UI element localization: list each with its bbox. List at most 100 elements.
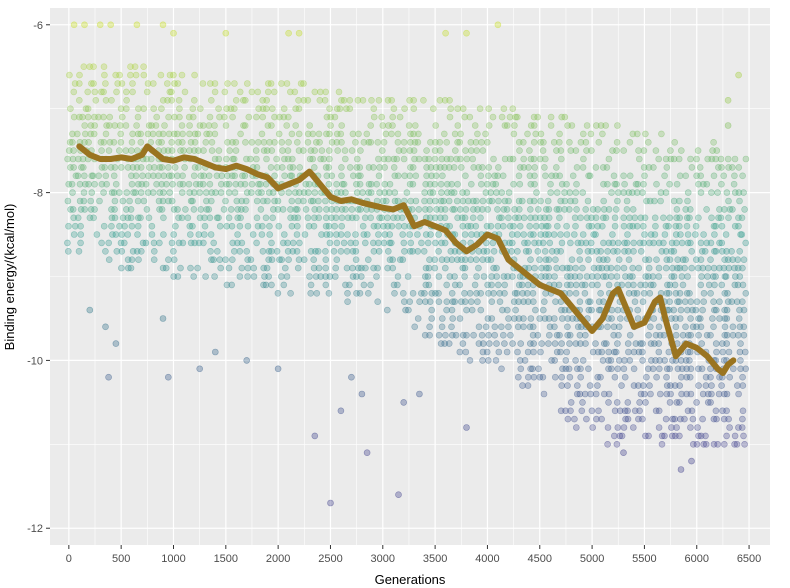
scatter-point <box>474 298 481 306</box>
scatter-point <box>523 289 531 297</box>
scatter-point <box>375 231 382 238</box>
scatter-point <box>509 340 516 347</box>
scatter-point <box>300 197 307 205</box>
scatter-point <box>595 407 602 415</box>
scatter-point <box>551 373 559 381</box>
scatter-point <box>325 147 333 154</box>
scatter-point <box>142 180 150 188</box>
scatter-point <box>463 155 471 163</box>
scatter-point <box>529 298 537 306</box>
scatter-point <box>740 331 748 339</box>
scatter-point <box>281 264 289 272</box>
scatter-point <box>438 239 445 247</box>
scatter-point <box>333 130 341 138</box>
scatter-point <box>432 289 439 297</box>
scatter-point <box>443 298 451 306</box>
scatter-point <box>127 264 135 272</box>
scatter-point <box>661 432 668 440</box>
scatter-point <box>595 256 603 264</box>
scatter-point <box>598 415 605 423</box>
scatter-point <box>441 239 449 247</box>
scatter-point <box>643 373 650 381</box>
scatter-point <box>738 231 746 238</box>
scatter-point <box>64 155 71 163</box>
scatter-point <box>550 315 558 322</box>
scatter-point <box>117 139 125 146</box>
scatter-point <box>234 214 241 222</box>
scatter-point <box>360 281 368 289</box>
scatter-point <box>624 415 632 423</box>
scatter-point <box>660 239 667 247</box>
scatter-point <box>655 239 663 247</box>
scatter-point <box>633 289 641 297</box>
scatter-point <box>336 105 344 112</box>
scatter-point <box>718 239 726 247</box>
scatter-point <box>720 264 728 272</box>
scatter-point <box>261 273 268 280</box>
scatter-point <box>339 180 346 188</box>
scatter-point <box>421 197 428 205</box>
scatter-point <box>505 323 512 331</box>
scatter-point <box>176 113 183 121</box>
scatter-point <box>310 222 318 230</box>
scatter-point <box>469 206 477 213</box>
scatter-point <box>723 331 731 339</box>
scatter-point <box>170 273 177 280</box>
scatter-point <box>456 139 464 146</box>
x-tick-label: 500 <box>112 553 130 565</box>
scatter-point <box>338 214 346 222</box>
scatter-point <box>723 407 730 415</box>
scatter-point <box>630 382 638 389</box>
scatter-point <box>700 440 708 448</box>
scatter-point <box>479 357 486 364</box>
scatter-point <box>646 382 653 389</box>
scatter-point <box>221 113 228 121</box>
scatter-point <box>200 122 207 129</box>
scatter-point <box>118 164 125 171</box>
scatter-point <box>259 248 267 255</box>
scatter-point <box>457 155 464 163</box>
scatter-point <box>328 139 336 146</box>
scatter-point <box>672 331 680 339</box>
scatter-point <box>352 256 360 264</box>
scatter-point <box>480 273 488 280</box>
scatter-point <box>77 239 84 247</box>
scatter-point <box>176 180 184 188</box>
scatter-point <box>731 440 738 448</box>
scatter-point <box>668 273 676 280</box>
scatter-point <box>573 365 581 373</box>
scatter-point <box>76 113 83 121</box>
scatter-point <box>663 373 670 381</box>
scatter-point <box>263 97 271 104</box>
scatter-point <box>592 214 600 222</box>
scatter-point <box>259 105 267 112</box>
x-axis-ticks: 0 500 1000 1500 2000 2500 3000 3500 4000 4500 5000… <box>66 545 761 565</box>
scatter-point <box>244 80 251 87</box>
y-axis-ticks: -12-10-8-6 <box>27 20 50 535</box>
scatter-point <box>641 281 649 289</box>
scatter-point <box>629 130 637 138</box>
scatter-point <box>138 180 146 188</box>
scatter-point <box>703 180 711 188</box>
scatter-point <box>426 214 434 222</box>
scatter-point <box>607 264 615 272</box>
scatter-point <box>133 21 141 29</box>
scatter-point <box>265 273 273 280</box>
scatter-point <box>639 415 646 423</box>
scatter-point <box>328 214 335 222</box>
scatter-point <box>614 306 622 314</box>
scatter-point <box>262 180 270 188</box>
scatter-point <box>315 197 322 205</box>
scatter-point <box>487 222 495 230</box>
scatter-point <box>587 130 595 138</box>
scatter-point <box>704 155 712 163</box>
scatter-point <box>406 248 414 255</box>
scatter-point <box>514 373 522 381</box>
scatter-point <box>446 97 453 104</box>
scatter-point <box>577 139 585 146</box>
scatter-point <box>102 97 110 104</box>
scatter-point <box>641 231 648 238</box>
scatter-point <box>676 315 684 322</box>
scatter-point <box>740 306 748 314</box>
scatter-point <box>676 382 684 389</box>
